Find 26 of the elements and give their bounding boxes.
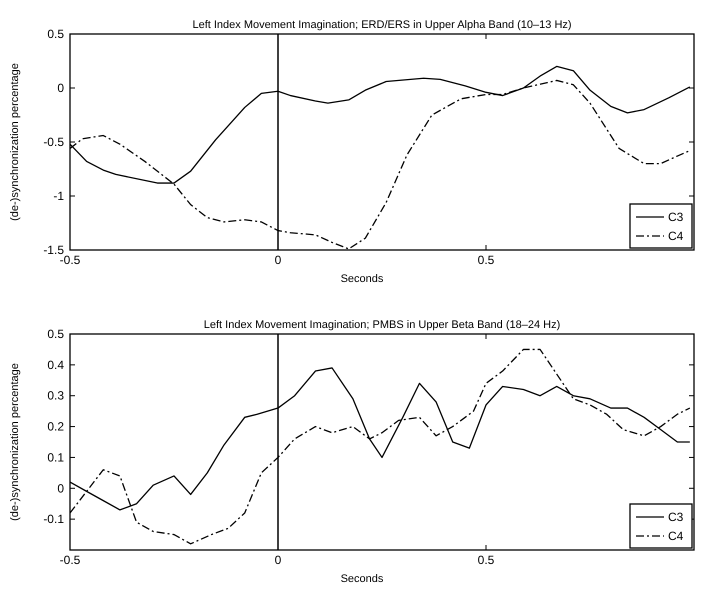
x-axis-title: Seconds <box>340 273 384 285</box>
y-tick-label: -1.5 <box>43 243 64 257</box>
legend-label: C4 <box>668 529 684 543</box>
x-tick-label: 0 <box>274 553 282 567</box>
legend-label: C3 <box>668 210 684 224</box>
x-tick-label: 0.5 <box>478 553 495 567</box>
y-tick-label: 0.5 <box>47 27 64 41</box>
y-tick-label: 0.5 <box>47 327 64 341</box>
y-axis-title: (de-)synchronization percentage <box>9 363 21 521</box>
legend-label: C4 <box>668 229 684 243</box>
chart-title: Left Index Movement Imagination; PMBS in Upper Beta Band (18–24 Hz) <box>204 319 560 331</box>
y-tick-label: 0.4 <box>47 358 64 372</box>
x-tick-label: 0 <box>274 253 282 267</box>
y-tick-label: -0.5 <box>43 135 64 149</box>
y-axis-title: (de-)synchronization percentage <box>9 63 21 221</box>
x-tick-label: 0.5 <box>478 253 495 267</box>
chart-title: Left Index Movement Imagination; ERD/ERS in Upper Alpha Band (10–13 Hz) <box>192 19 572 31</box>
x-axis-title: Seconds <box>340 573 384 585</box>
y-tick-label: 0.3 <box>47 388 64 403</box>
y-tick-label: 0.1 <box>47 450 64 464</box>
y-tick-label: -0.1 <box>43 512 64 526</box>
y-tick-label: 0 <box>57 481 64 496</box>
y-tick-label: -1 <box>53 189 64 203</box>
legend-label: C3 <box>668 510 684 524</box>
y-tick-label: 0 <box>57 81 64 95</box>
y-tick-label: 0.2 <box>47 420 64 434</box>
